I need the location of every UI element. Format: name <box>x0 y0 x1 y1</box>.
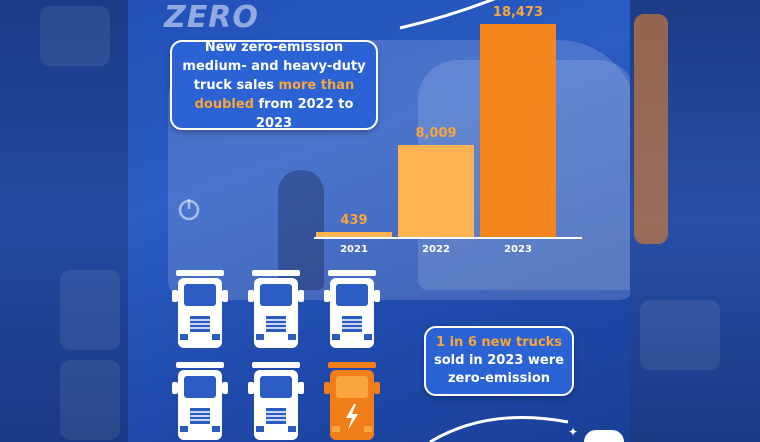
sales-callout: New zero-emission medium- and heavy-duty… <box>170 38 378 133</box>
bar-2021 <box>316 231 392 237</box>
semi-truck-icon <box>248 360 304 442</box>
power-icon <box>178 199 200 221</box>
share-text-line: sold in 2023 were <box>434 353 564 368</box>
star-icon: ✦ <box>568 425 579 439</box>
left-blurred-margin <box>0 0 128 442</box>
bar-2022 <box>398 144 474 237</box>
semi-truck-icon <box>324 268 380 352</box>
bar-2023 <box>480 23 556 237</box>
blurred-bar-shape <box>634 14 668 244</box>
callout-text-part: New zero-emission medium- and heavy-duty… <box>182 39 366 93</box>
right-blurred-margin <box>630 0 760 442</box>
bar-value-label-2022: 8,009 <box>415 125 457 141</box>
callout-highlight: more than doubled <box>194 77 355 112</box>
sales-bar-chart: 439 2021 8,009 2022 18,473 2023 <box>298 0 618 262</box>
semi-truck-icon <box>172 360 228 442</box>
truck-icon-grid <box>172 268 392 442</box>
callout-text-part: from 2022 to 2023 <box>253 96 354 131</box>
share-highlight: 1 in 6 new trucks <box>436 335 562 350</box>
electric-truck-icon <box>324 360 380 442</box>
blurred-shape <box>40 6 110 66</box>
sales-callout-text: New zero-emission medium- and heavy-duty… <box>180 38 368 133</box>
decorative-swoosh <box>429 416 569 442</box>
bar-value-label-2023: 18,473 <box>492 4 544 20</box>
semi-truck-icon <box>172 268 228 352</box>
x-tick-label-2021: 2021 <box>340 244 368 255</box>
x-tick-label-2023: 2023 <box>504 244 532 255</box>
decorative-swoosh <box>399 0 496 30</box>
cloud-icon <box>584 430 624 442</box>
bar-value-label-2021: 439 <box>340 212 368 228</box>
share-text-line: zero-emission <box>447 371 551 386</box>
semi-truck-icon <box>248 268 304 352</box>
blurred-truck-shape <box>60 270 120 350</box>
x-tick-label-2022: 2022 <box>422 244 450 255</box>
infographic-panel: ZERO ✦ New zero-emission medium- and hea… <box>128 0 630 442</box>
share-callout: 1 in 6 new trucks sold in 2023 were zero… <box>424 326 574 396</box>
blurred-truck-shape <box>60 360 120 440</box>
x-axis-line <box>314 237 582 239</box>
brand-logo: ZERO <box>164 0 259 35</box>
blurred-callout-shape <box>640 300 720 370</box>
